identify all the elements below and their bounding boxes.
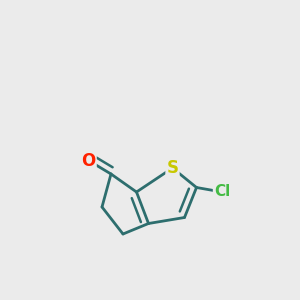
Text: O: O	[81, 152, 96, 169]
Text: Cl: Cl	[214, 184, 230, 200]
Text: S: S	[167, 159, 178, 177]
